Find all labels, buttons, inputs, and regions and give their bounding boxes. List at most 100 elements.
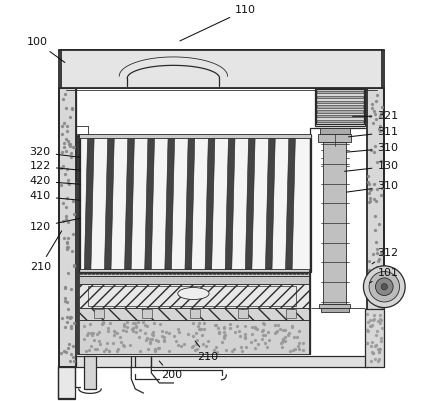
Point [241,323,248,329]
Point [371,108,378,114]
Point [132,323,140,329]
Point [373,92,380,99]
Point [372,319,379,326]
Point [371,316,378,322]
Point [70,262,78,268]
Point [259,320,266,326]
Point [106,320,113,326]
Point [213,322,220,328]
Point [375,303,382,309]
Point [378,279,385,286]
Point [58,350,65,356]
Point [57,165,64,172]
Bar [365,309,384,367]
Point [58,131,66,137]
Point [59,162,66,169]
Point [155,345,162,351]
Point [64,345,71,351]
Point [141,330,148,336]
Bar [317,105,363,108]
Point [172,338,179,344]
Point [254,341,261,348]
Point [211,322,218,328]
Point [159,333,166,339]
Point [259,327,266,333]
Point [372,294,379,301]
Point [369,251,377,257]
Polygon shape [84,138,94,269]
Point [295,340,303,346]
Point [282,333,289,340]
Point [89,331,96,338]
Point [368,186,375,192]
Point [261,321,268,328]
Point [365,178,372,185]
Point [68,154,75,160]
Point [60,96,67,102]
Point [367,186,374,192]
Point [63,215,70,222]
Text: 321: 321 [353,111,398,121]
Point [370,196,377,203]
Point [242,344,249,350]
Bar [79,269,309,276]
Point [62,349,70,355]
Point [365,274,373,281]
Point [218,338,225,345]
Bar [84,356,96,389]
Point [86,321,93,327]
Point [70,263,78,269]
Point [82,348,89,354]
Point [252,337,259,343]
Polygon shape [165,138,175,269]
Point [261,332,268,338]
Point [111,329,118,335]
Circle shape [369,271,400,302]
Point [190,320,197,326]
Point [68,105,75,112]
Point [365,198,372,205]
Point [377,335,384,341]
Point [294,334,301,340]
Point [58,149,65,156]
Point [237,333,244,340]
Point [93,346,100,352]
Point [135,334,142,340]
Point [373,342,380,348]
Point [289,323,296,329]
Point [369,312,376,318]
Point [64,128,71,134]
Point [372,111,379,117]
Point [220,335,227,341]
Point [373,250,381,256]
Point [114,348,121,354]
Point [281,327,288,333]
Point [374,341,381,347]
Point [220,325,227,332]
Point [148,331,155,338]
Point [101,348,108,354]
Point [373,97,380,104]
Point [63,240,70,247]
Point [62,136,70,142]
Bar [238,309,248,318]
Point [367,147,374,153]
Point [161,337,168,343]
Point [99,320,106,327]
Point [214,324,222,331]
Point [92,345,99,352]
Point [109,340,117,346]
Point [64,270,71,276]
Point [133,329,140,336]
Point [130,320,137,326]
Point [375,126,382,133]
Point [105,348,113,354]
Point [128,326,136,332]
Point [221,332,228,338]
Point [124,319,131,326]
Point [144,335,151,342]
Point [370,337,377,343]
Point [373,263,381,270]
Point [133,324,140,330]
Text: 210: 210 [30,231,62,271]
